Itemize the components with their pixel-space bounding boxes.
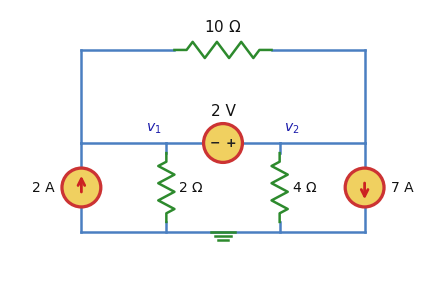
- Text: 2 V: 2 V: [211, 104, 235, 119]
- Text: 2 $\Omega$: 2 $\Omega$: [178, 180, 204, 194]
- Text: $v_1$: $v_1$: [146, 121, 161, 136]
- Circle shape: [345, 168, 384, 207]
- Text: 7 A: 7 A: [391, 180, 413, 194]
- Text: 10 $\Omega$: 10 $\Omega$: [204, 19, 242, 35]
- Circle shape: [62, 168, 101, 207]
- Text: 2 A: 2 A: [33, 180, 55, 194]
- Text: $v_2$: $v_2$: [285, 121, 300, 136]
- Text: −: −: [210, 136, 220, 150]
- Circle shape: [203, 124, 243, 162]
- Text: +: +: [226, 136, 236, 150]
- Text: 4 $\Omega$: 4 $\Omega$: [292, 180, 317, 194]
